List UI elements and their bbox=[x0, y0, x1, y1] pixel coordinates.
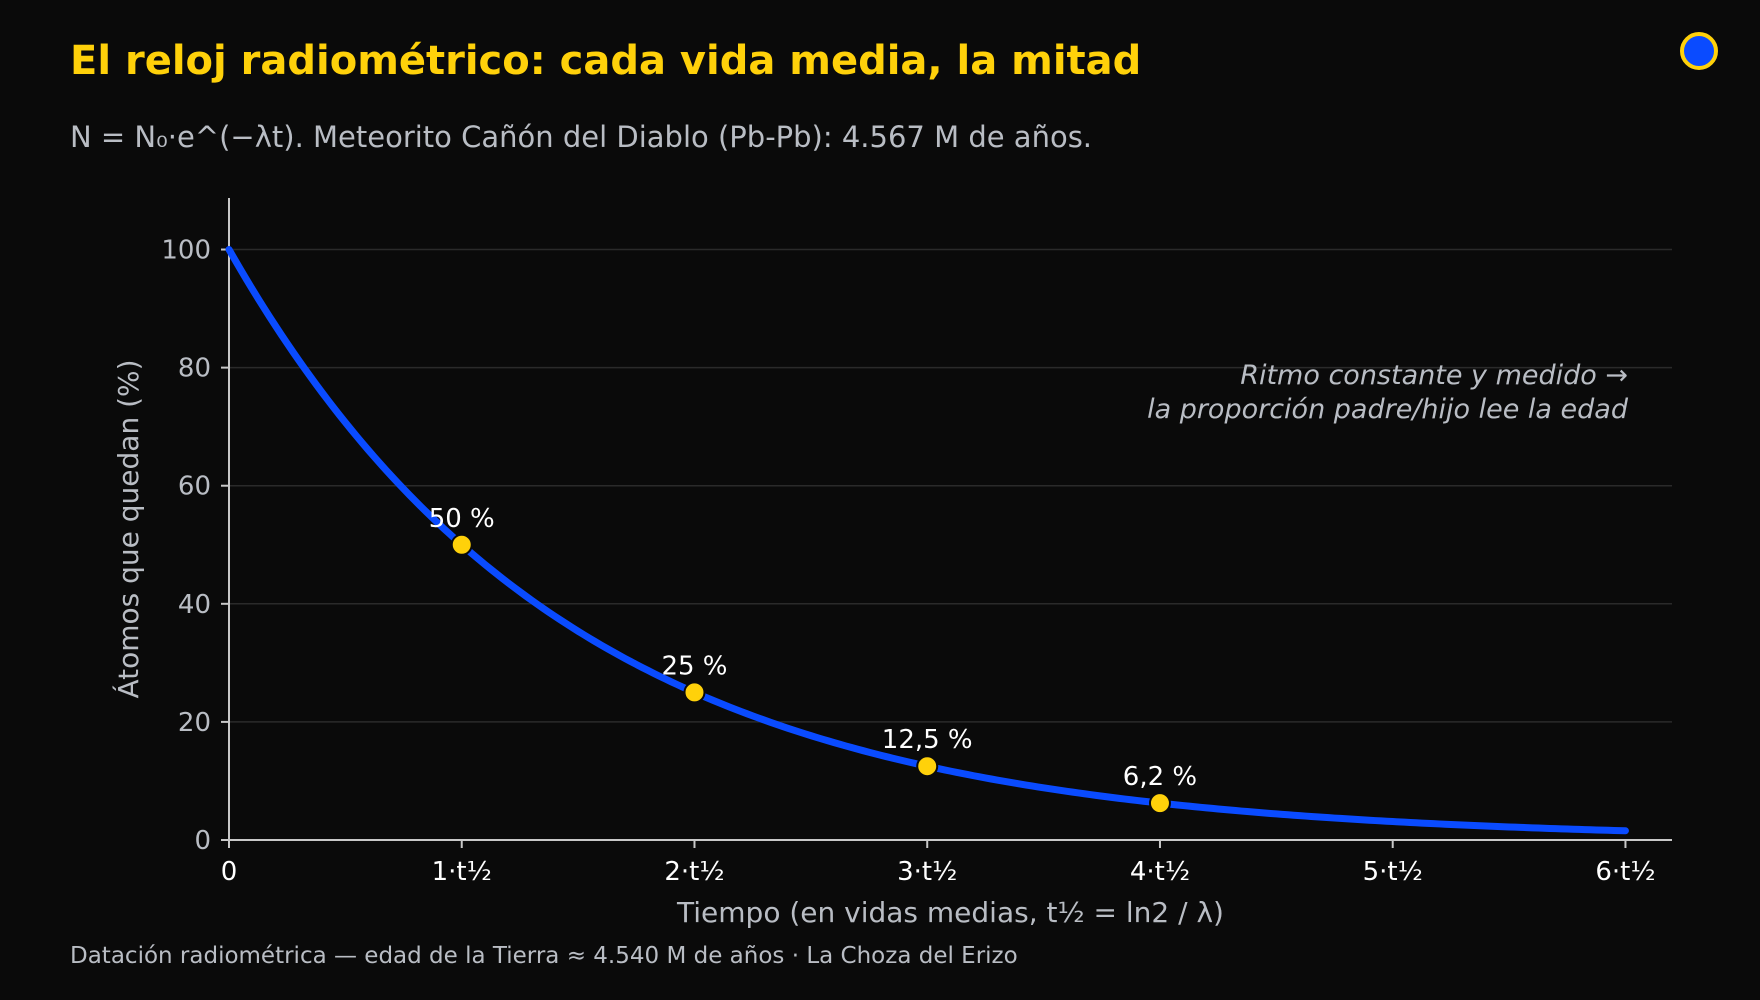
chart-footer: Datación radiométrica — edad de la Tierr… bbox=[70, 943, 1018, 969]
y-tick-label: 60 bbox=[178, 472, 211, 502]
y-axis-title: Átomos que quedan (%) bbox=[111, 359, 145, 698]
x-tick-label: 1·t½ bbox=[432, 857, 492, 887]
annotation-line-2: la proporción padre/hijo lee la edad bbox=[1147, 394, 1629, 425]
chart-subtitle: N = N₀·e^(−λt). Meteorito Cañón del Diab… bbox=[70, 120, 1093, 154]
decay-chart: 0 20 40 60 80 100 0 1·t½ 2·t½ 3·t½ 4·t½ 5·t½ 6·t½ 50… bbox=[111, 198, 1672, 929]
annotation-line-1: Ritmo constante y medido → bbox=[1240, 360, 1628, 391]
y-tick-label: 20 bbox=[178, 708, 211, 738]
x-tick-label: 3·t½ bbox=[897, 857, 957, 887]
data-point-4 bbox=[1148, 792, 1171, 815]
data-point-label-2: 25 % bbox=[661, 651, 727, 681]
axes bbox=[221, 198, 1672, 848]
data-point-label-4: 6,2 % bbox=[1123, 762, 1197, 792]
x-tick-label: 2·t½ bbox=[664, 857, 724, 887]
x-tick-label: 6·t½ bbox=[1595, 857, 1655, 887]
y-tick-label: 80 bbox=[178, 354, 211, 384]
data-point-1 bbox=[450, 533, 473, 556]
data-point-label-3: 12,5 % bbox=[882, 725, 973, 755]
data-points: 50 % 25 % 12,5 % 6,2 % bbox=[429, 504, 1197, 815]
data-point-3 bbox=[916, 755, 939, 778]
data-point-label-1: 50 % bbox=[429, 504, 495, 534]
x-axis-title: Tiempo (en vidas medias, t½ = ln2 / λ) bbox=[676, 896, 1224, 929]
data-point-2 bbox=[683, 681, 706, 704]
grid-lines bbox=[229, 248, 1672, 723]
x-tick-label: 0 bbox=[221, 857, 238, 887]
y-tick-label: 40 bbox=[178, 590, 211, 620]
y-tick-label: 100 bbox=[161, 236, 211, 266]
x-tick-label: 5·t½ bbox=[1363, 857, 1423, 887]
x-tick-label: 4·t½ bbox=[1130, 857, 1190, 887]
tick-labels: 0 20 40 60 80 100 0 1·t½ 2·t½ 3·t½ 4·t½ 5·t½ 6·t½ bbox=[161, 236, 1655, 887]
chart-title: El reloj radiométrico: cada vida media, … bbox=[70, 38, 1142, 84]
brand-logo-icon bbox=[1680, 32, 1718, 70]
y-tick-label: 0 bbox=[194, 826, 211, 856]
